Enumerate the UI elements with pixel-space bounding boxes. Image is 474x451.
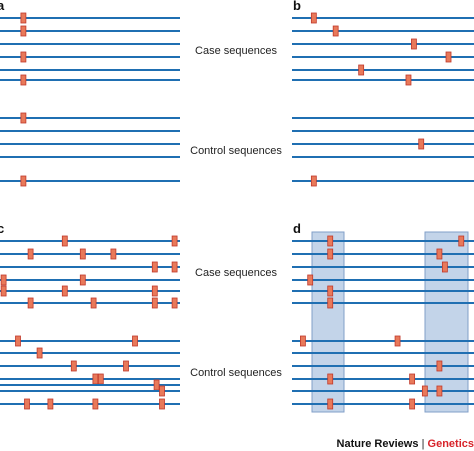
case-variant-marker (310, 12, 317, 24)
case-variant-marker (61, 235, 68, 247)
panel-c (0, 235, 180, 410)
control-variant-marker (70, 360, 77, 372)
panel-b-label: b (293, 0, 301, 13)
control-variant-marker (20, 175, 27, 187)
panel-d-label: d (293, 221, 301, 236)
credit-separator: | (421, 438, 424, 450)
case-variant-marker (358, 64, 365, 76)
control-variant-marker (409, 373, 416, 385)
case-variant-marker (171, 261, 178, 273)
panel-d (292, 231, 474, 413)
case-variant-marker (405, 74, 412, 86)
case-variant-marker (411, 38, 417, 50)
case-variant-marker (110, 248, 117, 260)
case-variant-marker (79, 248, 86, 260)
control-variant-marker (132, 335, 138, 347)
case-variant-marker (27, 248, 34, 260)
case-variant-marker (327, 297, 334, 309)
publisher-name: Nature Reviews (337, 438, 419, 450)
control-variant-marker (327, 373, 334, 385)
journal-credit: Nature Reviews | Genetics (337, 438, 474, 450)
case-variant-marker (79, 274, 86, 286)
control-variant-marker (436, 360, 443, 372)
case-variant-marker (27, 297, 34, 309)
case-variant-marker (20, 12, 27, 24)
control-variant-marker (418, 138, 425, 150)
control-variant-marker (97, 373, 104, 385)
case-variant-marker (445, 51, 452, 63)
control-sequences-label-bottom: Control sequences (190, 367, 282, 379)
case-variant-marker (441, 261, 448, 273)
case-variant-marker (20, 74, 27, 86)
highlight-region-right (424, 231, 469, 413)
control-variant-marker (47, 398, 54, 410)
control-variant-marker (92, 398, 99, 410)
journal-name: Genetics (428, 438, 474, 450)
case-variant-marker (90, 297, 97, 309)
case-variant-marker (0, 285, 7, 297)
panel-c-label: c (0, 221, 4, 236)
control-variant-marker (20, 112, 27, 124)
control-variant-marker (436, 385, 443, 397)
case-variant-marker (327, 235, 334, 247)
control-variant-marker (394, 335, 401, 347)
control-variant-marker (159, 385, 165, 397)
case-variant-marker (307, 274, 314, 286)
control-variant-marker (310, 175, 317, 187)
case-variant-marker (20, 51, 27, 63)
case-variant-marker (171, 235, 178, 247)
case-variant-marker (332, 25, 339, 37)
control-variant-marker (36, 347, 43, 359)
panel-b (292, 12, 474, 187)
control-variant-marker (159, 398, 165, 410)
case-variant-marker (171, 297, 178, 309)
case-variant-marker (436, 248, 443, 260)
panel-a-label: a (0, 0, 5, 13)
case-sequences-label-top: Case sequences (195, 45, 277, 57)
case-sequences-label-bottom: Case sequences (195, 267, 277, 279)
case-variant-marker (151, 261, 158, 273)
case-variant-marker (151, 297, 158, 309)
control-variant-marker (421, 385, 428, 397)
control-variant-marker (24, 398, 30, 410)
control-sequences-label-top: Control sequences (190, 145, 282, 157)
control-variant-marker (92, 373, 99, 385)
control-variant-marker (327, 398, 334, 410)
case-variant-marker (0, 274, 7, 286)
control-variant-marker (15, 335, 21, 347)
panel-a (0, 12, 180, 187)
case-variant-marker (20, 25, 27, 37)
case-variant-marker (327, 285, 334, 297)
case-variant-marker (458, 235, 465, 247)
control-variant-marker (409, 398, 416, 410)
case-variant-marker (327, 248, 334, 260)
control-variant-marker (123, 360, 129, 372)
case-variant-marker (151, 285, 158, 297)
control-variant-marker (153, 379, 160, 391)
case-variant-marker (61, 285, 68, 297)
control-variant-marker (300, 335, 306, 347)
